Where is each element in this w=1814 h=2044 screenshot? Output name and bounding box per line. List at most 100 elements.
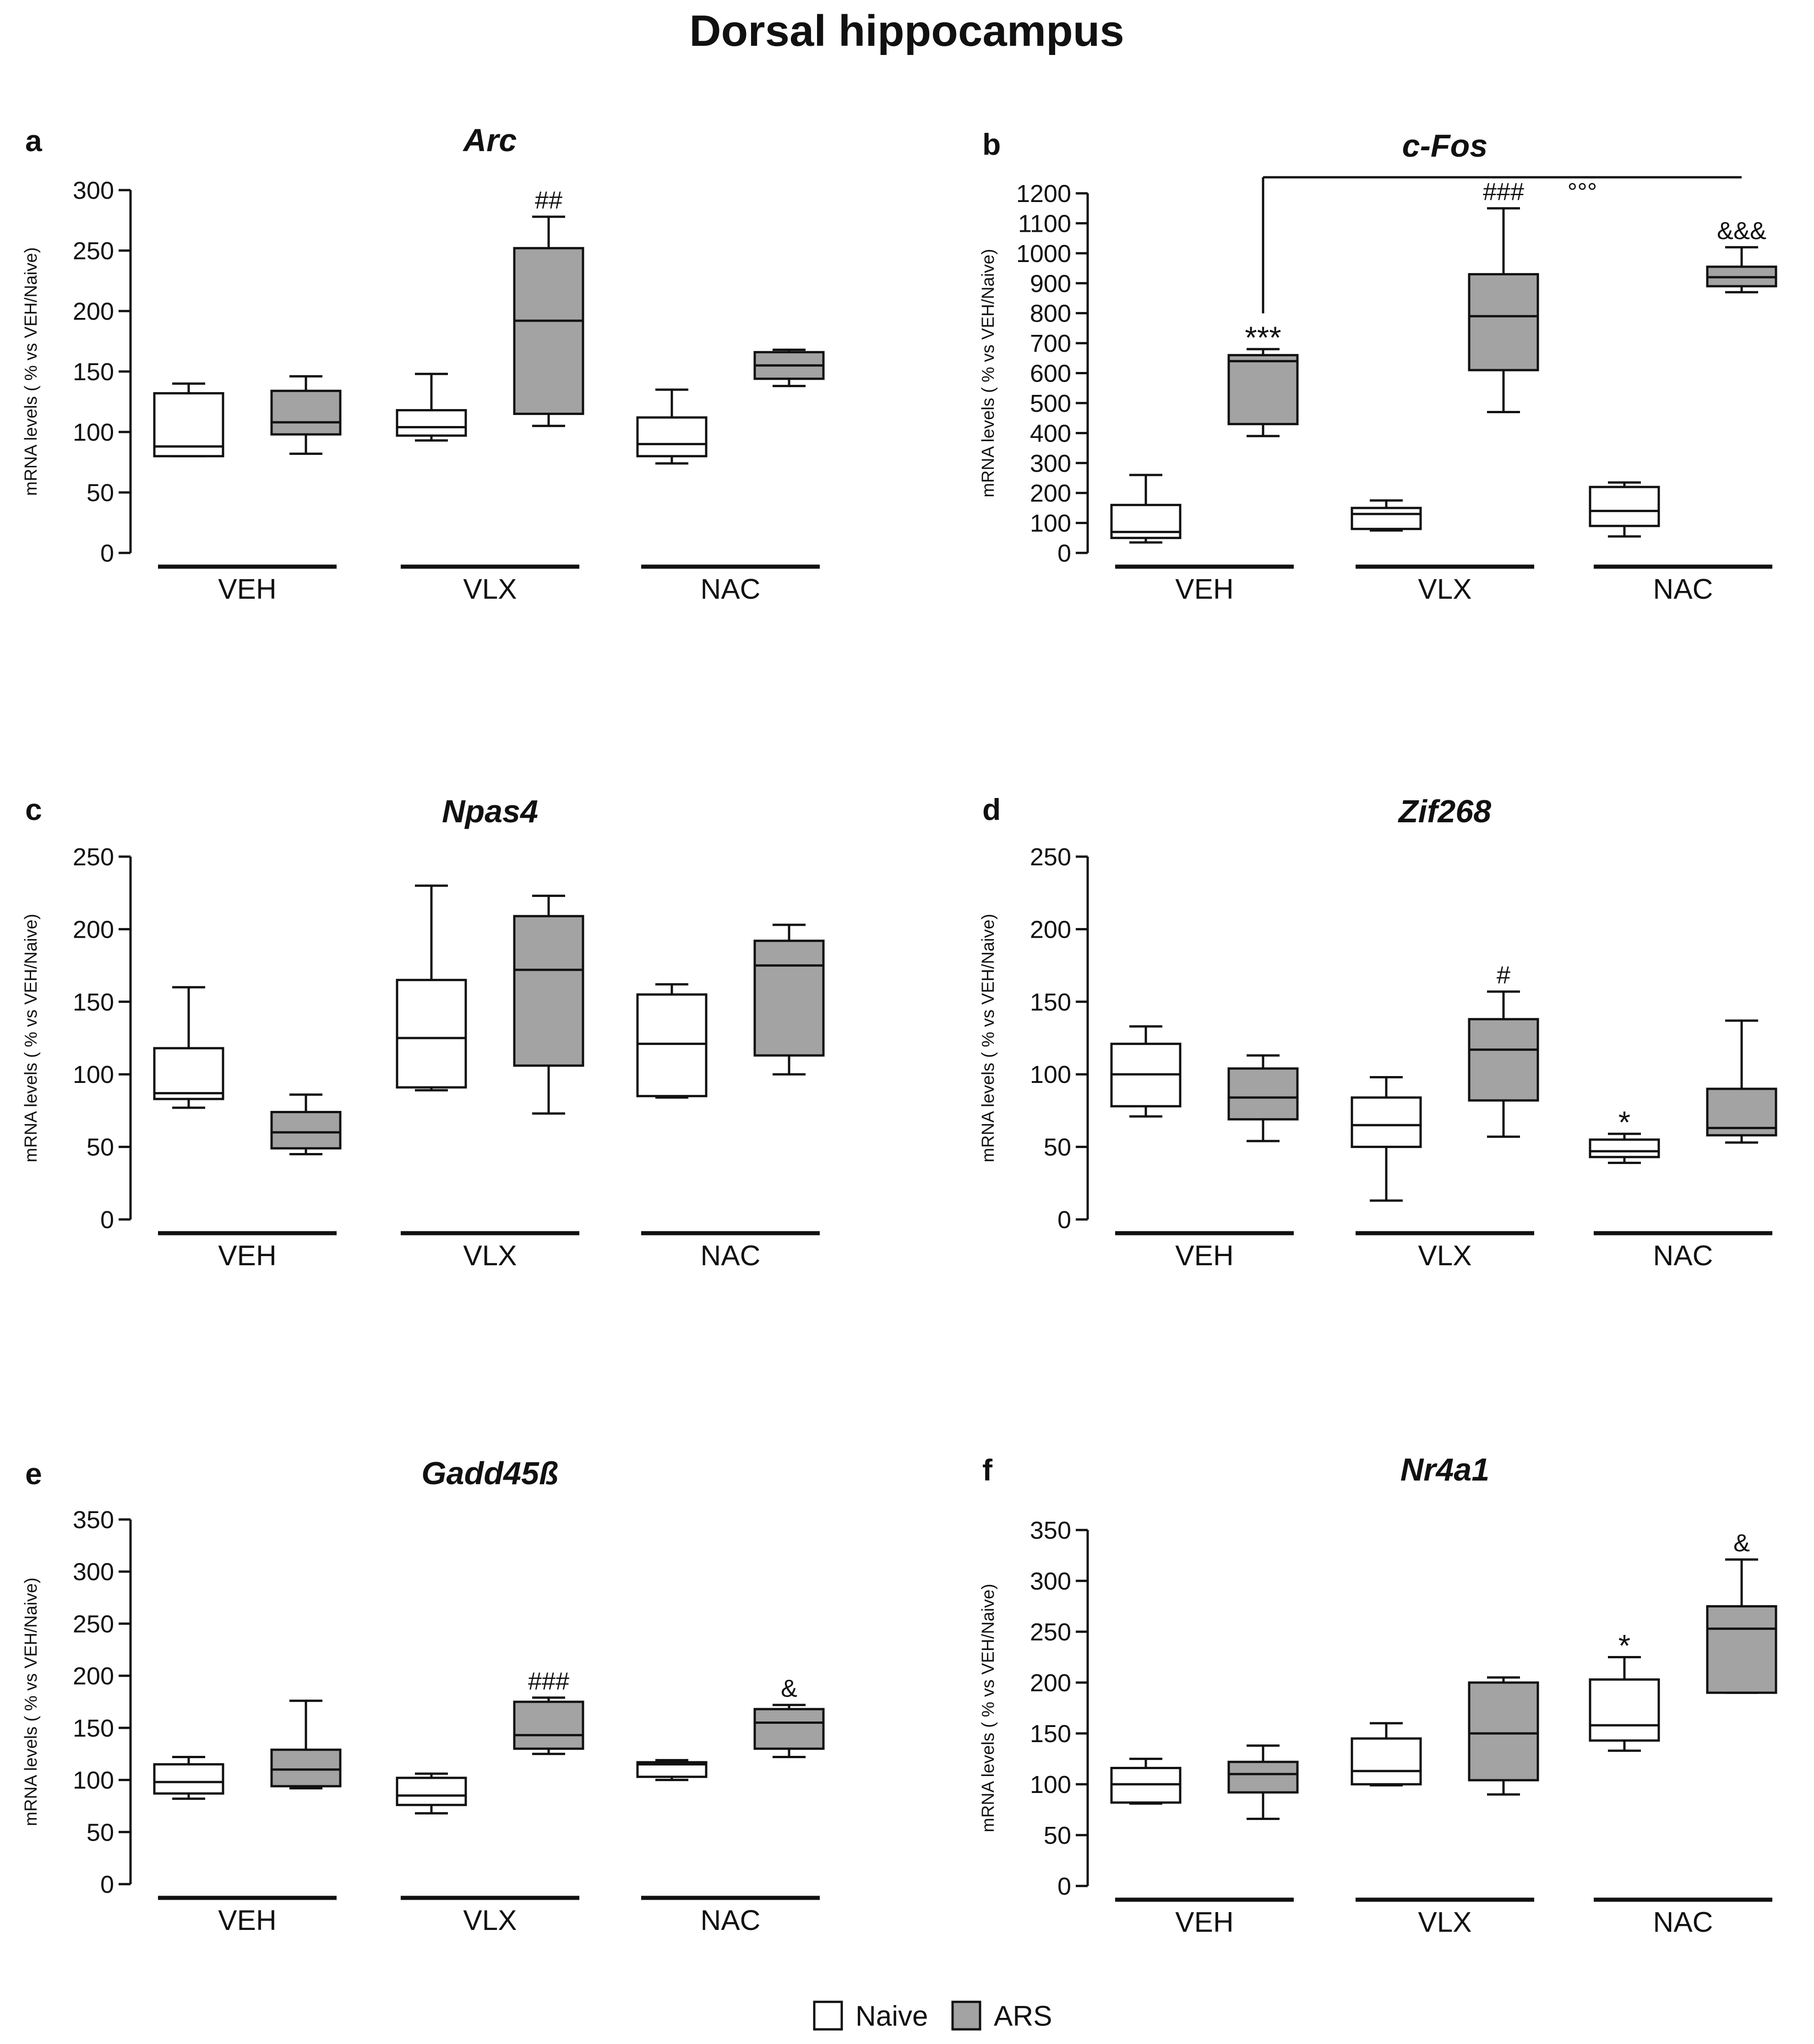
- box-iqr: [270, 1111, 342, 1150]
- y-tick-label: 100: [1030, 510, 1071, 537]
- legend-swatch-naive: [813, 2000, 843, 2031]
- y-tick-label: 1000: [1016, 240, 1071, 268]
- y-tick-label: 600: [1030, 360, 1071, 388]
- y-tick-label: 1200: [1016, 180, 1071, 208]
- significance-label: *: [1618, 1629, 1630, 1663]
- panel-f: f Nr4a1 0 50 100 150 200 250 300 350 mRNA levels (…: [979, 1452, 1777, 1938]
- box-naive-nac: [636, 388, 708, 465]
- y-axis-label: mRNA levels ( % vs VEH/Naive): [22, 914, 41, 1163]
- significance-label: ***: [1245, 320, 1281, 355]
- box-ars-veh: [270, 1093, 342, 1155]
- box-ars-nac: &&&: [1706, 217, 1777, 294]
- box-iqr: [1351, 507, 1422, 530]
- legend-label-ars: ARS: [994, 2000, 1052, 2032]
- box-naive-nac: [636, 983, 708, 1099]
- y-tick-label: 0: [1057, 1206, 1071, 1234]
- y-tick-label: 100: [1030, 1061, 1071, 1088]
- box-naive-vlx: [1351, 1722, 1422, 1787]
- panel-title: Nr4a1: [1400, 1452, 1490, 1487]
- box-ars-nac: &: [1706, 1529, 1777, 1694]
- y-axis-label: mRNA levels ( % vs VEH/Naive): [979, 1584, 998, 1832]
- y-tick-label: 200: [1030, 1669, 1071, 1697]
- box-ars-veh: [1227, 1744, 1299, 1820]
- y-tick-label: 300: [73, 177, 114, 204]
- box-iqr: [396, 1776, 467, 1806]
- significance-label: &: [1733, 1529, 1750, 1557]
- box-ars-veh: ***: [1227, 320, 1299, 437]
- y-tick-label: 150: [1030, 1720, 1071, 1748]
- y-tick-label: 150: [73, 358, 114, 386]
- y-tick-label: 100: [73, 1061, 114, 1088]
- group-label: VLX: [1418, 574, 1471, 605]
- panel-d: d Zif268 0 50 100 150 200 250 mRNA levels ( % vs…: [979, 792, 1777, 1272]
- panel-title: Zif268: [1398, 793, 1491, 829]
- box-iqr: [1589, 486, 1660, 527]
- box-ars-vlx: ###: [1468, 178, 1539, 414]
- box-ars-veh: [1227, 1054, 1299, 1142]
- y-tick-label: 350: [1030, 1517, 1071, 1544]
- bracket-label: °°°: [1568, 178, 1597, 206]
- box-naive-vlx: [1351, 1076, 1422, 1202]
- y-tick-label: 0: [1057, 540, 1071, 567]
- panel-letter: b: [982, 127, 1001, 161]
- box-iqr: [1706, 1605, 1777, 1694]
- box-iqr: [513, 247, 584, 415]
- y-tick-label: 200: [1030, 480, 1071, 507]
- box-iqr: [1589, 1678, 1660, 1742]
- group-label: NAC: [1653, 1907, 1713, 1938]
- box-naive-veh: [153, 1756, 224, 1800]
- box-ars-nac: [1706, 1019, 1777, 1144]
- box-naive-vlx: [396, 884, 467, 1092]
- y-tick-label: 150: [1030, 989, 1071, 1016]
- box-naive-nac: *: [1589, 1105, 1660, 1164]
- group-label: VLX: [1418, 1240, 1471, 1272]
- box-iqr: [270, 1749, 342, 1787]
- y-tick-label: 50: [1044, 1822, 1071, 1849]
- box-iqr: [396, 409, 467, 437]
- y-axis-label: mRNA levels ( % vs VEH/Naive): [979, 914, 998, 1163]
- panel-c: c Npas4 0 50 100 150 200 250 mRNA levels ( % vs …: [22, 792, 825, 1272]
- panel-b: b c-Fos0100200300400500600700800900100011…: [979, 127, 1777, 605]
- legend-label-naive: Naive: [855, 2000, 928, 2032]
- box-iqr: [1351, 1096, 1422, 1148]
- y-tick-label: 150: [73, 1715, 114, 1742]
- significance-label: ###: [1483, 178, 1524, 206]
- y-tick-label: 100: [1030, 1771, 1071, 1798]
- box-iqr: [1468, 1018, 1539, 1102]
- box-iqr: [153, 1047, 224, 1100]
- box-iqr: [1468, 273, 1539, 372]
- y-tick-label: 500: [1030, 390, 1071, 417]
- y-axis-label: mRNA levels ( % vs VEH/Naive): [979, 249, 998, 497]
- y-tick-label: 350: [73, 1506, 114, 1534]
- box-iqr: [636, 416, 708, 458]
- group-label: VEH: [1175, 1907, 1233, 1938]
- group-label: VEH: [218, 1905, 276, 1936]
- box-naive-vlx: [396, 1772, 467, 1814]
- box-iqr: [1468, 1681, 1539, 1782]
- y-tick-label: 0: [100, 1871, 114, 1898]
- legend-swatch-ars: [951, 2000, 981, 2031]
- y-tick-label: 700: [1030, 330, 1071, 357]
- y-tick-label: 100: [73, 419, 114, 446]
- box-naive-nac: [636, 1759, 708, 1782]
- y-tick-label: 300: [1030, 450, 1071, 477]
- y-tick-label: 250: [1030, 1618, 1071, 1646]
- panel-letter: f: [982, 1453, 993, 1487]
- group-label: VLX: [463, 1240, 517, 1272]
- y-tick-label: 200: [73, 298, 114, 325]
- y-tick-label: 50: [1044, 1134, 1071, 1161]
- y-tick-label: 300: [1030, 1568, 1071, 1595]
- panel-letter: a: [25, 124, 43, 158]
- box-naive-vlx: [1351, 499, 1422, 532]
- box-iqr: [1227, 1760, 1299, 1794]
- significance-label: ##: [535, 186, 562, 214]
- y-tick-label: 200: [1030, 916, 1071, 943]
- box-iqr: [1589, 1138, 1660, 1159]
- y-tick-label: 150: [73, 989, 114, 1016]
- y-tick-label: 200: [73, 1662, 114, 1690]
- panel-a: a Arc 0 50 100 150 200 250 300 mRNA levels ( % vs…: [22, 122, 825, 605]
- box-iqr: [153, 1763, 224, 1795]
- group-label: VEH: [1175, 574, 1233, 605]
- significance-label: #: [1497, 962, 1510, 989]
- panel-e: e Gadd45ß 0 50 100 150 200 250 300 350 mRNA levels…: [22, 1455, 825, 1936]
